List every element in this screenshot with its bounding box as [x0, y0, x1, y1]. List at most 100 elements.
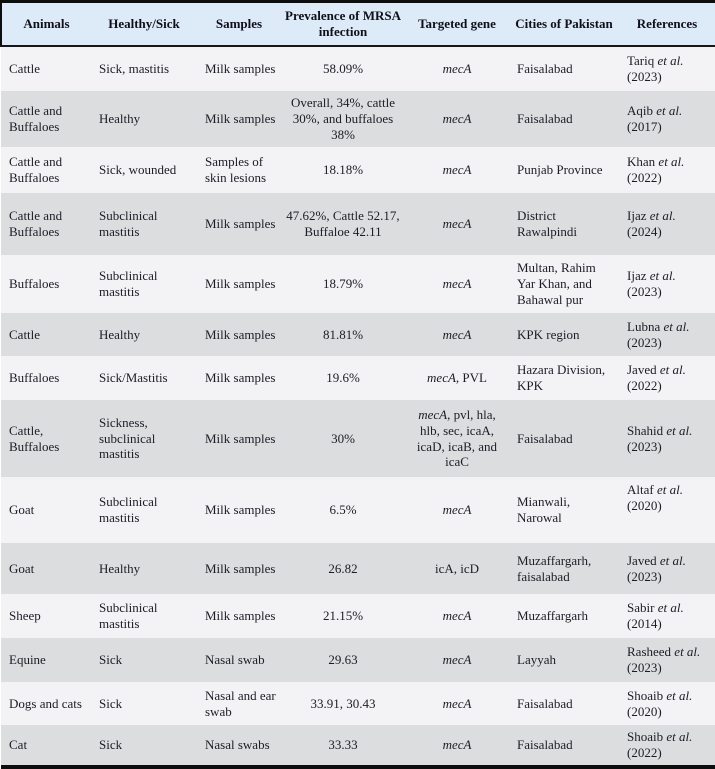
cities-text: Muzaffargarh	[517, 608, 588, 624]
reference-cell: Altaf et al. (2020)	[619, 477, 715, 543]
reference-cell: Lubna et al. (2023)	[619, 313, 715, 356]
prevalence-cell: 33.91, 30.43	[281, 682, 405, 725]
animals-cell: Cattle and Buffaloes	[1, 91, 91, 147]
prevalence-text: 33.33	[328, 737, 358, 753]
table-row: Equine Sick Nasal swab 29.63 mecA Layyah…	[1, 638, 715, 682]
health-status-cell: Sick/Mastitis	[91, 356, 197, 400]
prevalence-text: 21.15%	[322, 608, 364, 624]
health-status-cell: Sick	[91, 638, 197, 682]
samples-cell: Nasal and ear swab	[197, 682, 281, 725]
health-status-cell: Subclinical mastitis	[91, 255, 197, 313]
reference-etal: et al.	[656, 103, 683, 119]
cities-cell: Hazara Division, KPK	[509, 356, 619, 400]
prevalence-cell: 18.18%	[281, 147, 405, 193]
prevalence-text: Overall, 34%, cattle 30%, and buffaloes …	[291, 95, 395, 142]
health-status-text: Sick	[99, 652, 123, 668]
samples-text: Milk samples	[205, 370, 276, 386]
table-row: Buffaloes Sick/Mastitis Milk samples 19.…	[1, 356, 715, 400]
animals-cell: Cattle, Buffaloes	[1, 400, 91, 477]
gene-name-italic: mecA	[442, 61, 472, 77]
reference-cell: Shoaib et al. (2020)	[619, 682, 715, 725]
animals-text: Cat	[9, 737, 28, 753]
gene-name-italic: mecA	[418, 406, 448, 422]
animals-cell: Buffaloes	[1, 356, 91, 400]
table-row: Buffaloes Subclinical mastitis Milk samp…	[1, 255, 715, 313]
cities-cell: Faisalabad	[509, 682, 619, 725]
samples-text: Samples of skin lesions	[205, 154, 267, 185]
reference-cell: Rasheed et al. (2023)	[619, 638, 715, 682]
cities-cell: Multan, Rahim Yar Khan, and Bahawal pur	[509, 255, 619, 313]
animals-cell: Cattle and Buffaloes	[1, 147, 91, 193]
reference-year: (2022)	[627, 378, 662, 393]
reference-etal: et al.	[674, 644, 701, 660]
reference-cell: Sabir et al. (2014)	[619, 594, 715, 638]
reference-cell: Khan et al. (2022)	[619, 147, 715, 193]
animals-text: Buffaloes	[9, 370, 60, 386]
header-cities: Cities of Pakistan	[509, 1, 619, 47]
targeted-gene-cell: mecA	[405, 725, 509, 767]
reference-cell: Javed et al. (2023)	[619, 543, 715, 594]
cities-text: Faisalabad	[517, 737, 573, 753]
cities-cell: Faisalabad	[509, 91, 619, 147]
prevalence-cell: 26.82	[281, 543, 405, 594]
cities-text: Mianwali, Narowal	[517, 494, 571, 525]
table-row: Goat Subclinical mastitis Milk samples 6…	[1, 477, 715, 543]
prevalence-text: 18.79%	[322, 276, 364, 292]
targeted-gene-cell: icA, icD	[405, 543, 509, 594]
table-header: Animals Healthy/Sick Samples Prevalence …	[0, 1, 715, 47]
reference-year: (2023)	[627, 69, 662, 84]
samples-cell: Milk samples	[197, 46, 281, 91]
reference-cell: Ijaz et al. (2024)	[619, 193, 715, 255]
health-status-text: Subclinical mastitis	[99, 268, 158, 299]
animals-cell: Buffaloes	[1, 255, 91, 313]
cities-text: Punjab Province	[517, 162, 603, 178]
reference-etal: et al.	[656, 482, 683, 497]
prevalence-cell: 21.15%	[281, 594, 405, 638]
animals-cell: Cattle and Buffaloes	[1, 193, 91, 255]
reference-year: (2023)	[627, 334, 662, 350]
health-status-cell: Sick	[91, 682, 197, 725]
cities-text: Faisalabad	[517, 61, 573, 77]
reference-etal: et al.	[657, 600, 684, 616]
samples-text: Milk samples	[205, 502, 276, 518]
cities-cell: Muzaffargarh, faisalabad	[509, 543, 619, 594]
animals-text: Cattle and Buffaloes	[9, 103, 63, 134]
health-status-text: Sick/Mastitis	[99, 370, 168, 386]
gene-name-italic: mecA	[442, 608, 472, 624]
cities-cell: Muzaffargarh	[509, 594, 619, 638]
samples-cell: Milk samples	[197, 313, 281, 356]
health-status-text: Subclinical mastitis	[99, 600, 158, 631]
health-status-text: Healthy	[99, 326, 141, 342]
reference-author: Ijaz	[627, 208, 647, 224]
table-row: Cattle and Buffaloes Healthy Milk sample…	[1, 91, 715, 147]
samples-text: Nasal and ear swab	[205, 687, 276, 719]
animals-cell: Sheep	[1, 594, 91, 638]
cities-text: Faisalabad	[517, 430, 573, 446]
reference-etal: et al.	[666, 687, 693, 703]
cities-text: Faisalabad	[517, 695, 573, 711]
reference-author: Shahid	[627, 422, 664, 438]
health-status-cell: Subclinical mastitis	[91, 193, 197, 255]
gene-name-italic: mecA	[442, 276, 472, 292]
samples-cell: Milk samples	[197, 193, 281, 255]
reference-year: (2020)	[627, 497, 662, 513]
reference-cell: Shahid et al. (2023)	[619, 400, 715, 477]
health-status-cell: Sick, mastitis	[91, 46, 197, 91]
table-row: Dogs and cats Sick Nasal and ear swab 33…	[1, 682, 715, 725]
cities-text: Multan, Rahim Yar Khan, and Bahawal pur	[517, 260, 596, 307]
prevalence-text: 18.18%	[322, 162, 364, 178]
prevalence-cell: 47.62%, Cattle 52.17, Buffaloe 42.11	[281, 193, 405, 255]
targeted-gene-cell: mecA, PVL	[405, 356, 509, 400]
reference-year: (2024)	[627, 224, 662, 239]
cities-cell: KPK region	[509, 313, 619, 356]
animals-cell: Equine	[1, 638, 91, 682]
animals-text: Cattle, Buffaloes	[9, 422, 60, 454]
targeted-gene-cell: mecA	[405, 91, 509, 147]
samples-text: Milk samples	[205, 276, 276, 292]
samples-text: Milk samples	[205, 111, 276, 127]
samples-cell: Milk samples	[197, 356, 281, 400]
health-status-cell: Healthy	[91, 543, 197, 594]
samples-cell: Milk samples	[197, 400, 281, 477]
animals-text: Cattle	[9, 326, 41, 342]
cities-text: Hazara Division, KPK	[517, 362, 606, 393]
